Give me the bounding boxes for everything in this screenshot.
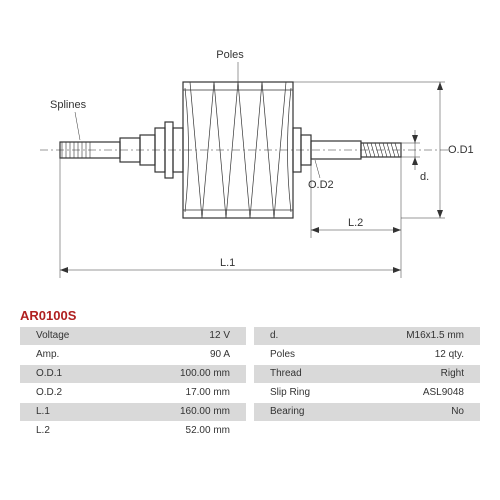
spec-row: L.252.00 mm [20, 422, 246, 440]
spec-row: Voltage12 V [20, 327, 246, 345]
spec-label: Thread [254, 365, 324, 383]
spec-label: O.D.1 [20, 365, 90, 383]
spec-label: Poles [254, 346, 324, 364]
spec-row: O.D.217.00 mm [20, 384, 246, 402]
specs-right: d.M16x1.5 mmPoles12 qty.ThreadRightSlip … [254, 327, 480, 441]
spec-value: ASL9048 [324, 384, 480, 402]
spec-row: Slip RingASL9048 [254, 384, 480, 402]
spec-label: O.D.2 [20, 384, 90, 402]
label-l2: L.2 [348, 217, 363, 229]
spec-row: Amp.90 A [20, 346, 246, 364]
spec-row: Poles12 qty. [254, 346, 480, 364]
label-d: d. [420, 171, 429, 183]
spec-value: 100.00 mm [90, 365, 246, 383]
spec-value: 17.00 mm [90, 384, 246, 402]
part-code: AR0100S [20, 308, 480, 323]
spec-row: L.1160.00 mm [20, 403, 246, 421]
technical-drawing: Splines Poles O.D2 O.D1 d. L.2 L.1 [20, 20, 480, 300]
spec-label: L.2 [20, 422, 90, 440]
spec-value: M16x1.5 mm [324, 327, 480, 345]
label-od1: O.D1 [448, 144, 474, 156]
container: Splines Poles O.D2 O.D1 d. L.2 L.1 AR010… [0, 0, 500, 500]
label-poles: Poles [216, 49, 244, 61]
spec-value: 12 V [90, 327, 246, 345]
spec-row: O.D.1100.00 mm [20, 365, 246, 383]
label-l1: L.1 [220, 257, 235, 269]
label-splines: Splines [50, 99, 87, 111]
spec-row: BearingNo [254, 403, 480, 421]
spec-label: Voltage [20, 327, 90, 345]
spec-label: Amp. [20, 346, 90, 364]
spec-label: L.1 [20, 403, 90, 421]
specs-left: Voltage12 VAmp.90 AO.D.1100.00 mmO.D.217… [20, 327, 246, 441]
spec-value: 160.00 mm [90, 403, 246, 421]
spec-label: Bearing [254, 403, 324, 421]
spec-label: d. [254, 327, 324, 345]
spec-value: 52.00 mm [90, 422, 246, 440]
spec-label: Slip Ring [254, 384, 324, 402]
spec-row: d.M16x1.5 mm [254, 327, 480, 345]
spec-value: Right [324, 365, 480, 383]
spec-value: 12 qty. [324, 346, 480, 364]
specs-table: Voltage12 VAmp.90 AO.D.1100.00 mmO.D.217… [20, 327, 480, 441]
spec-row: ThreadRight [254, 365, 480, 383]
label-od2: O.D2 [308, 179, 334, 191]
spec-value: No [324, 403, 480, 421]
spec-value: 90 A [90, 346, 246, 364]
